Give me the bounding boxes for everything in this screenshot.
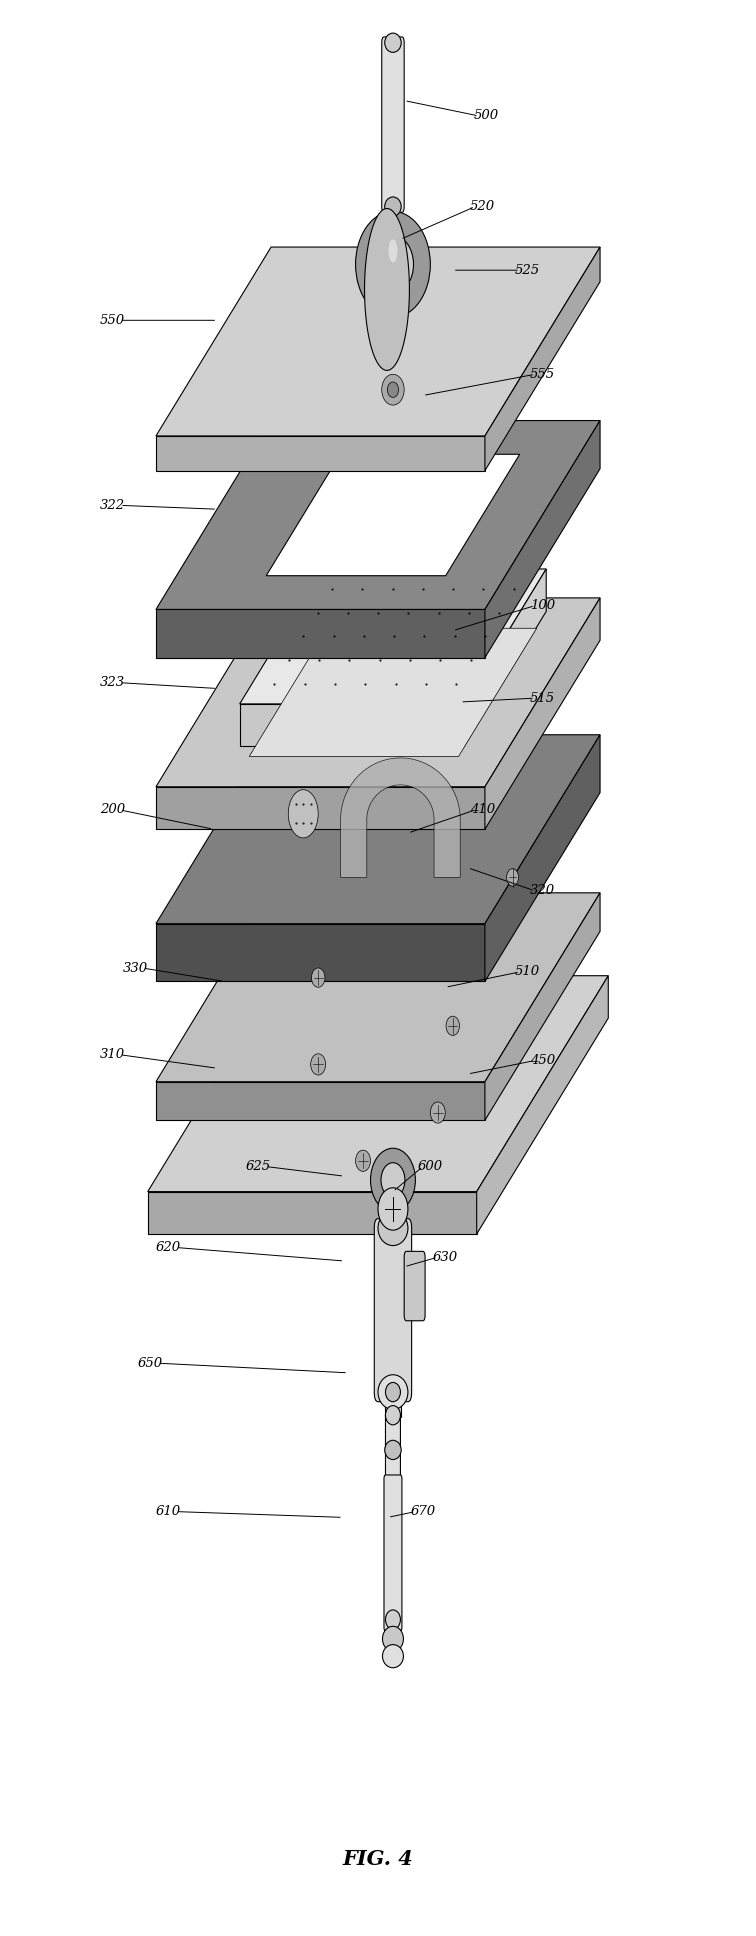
Ellipse shape xyxy=(383,1626,404,1651)
Text: 520: 520 xyxy=(470,199,495,213)
Ellipse shape xyxy=(385,197,401,217)
Ellipse shape xyxy=(386,1406,401,1425)
Polygon shape xyxy=(147,1193,477,1233)
Text: 650: 650 xyxy=(138,1357,163,1369)
Ellipse shape xyxy=(387,381,398,397)
Polygon shape xyxy=(464,569,547,745)
Text: 610: 610 xyxy=(156,1504,181,1518)
Ellipse shape xyxy=(381,1164,405,1196)
Polygon shape xyxy=(485,598,600,829)
Polygon shape xyxy=(156,1082,485,1121)
Ellipse shape xyxy=(311,968,325,987)
Polygon shape xyxy=(341,757,460,877)
Polygon shape xyxy=(156,420,600,610)
Text: 500: 500 xyxy=(474,110,499,122)
FancyBboxPatch shape xyxy=(385,1390,401,1417)
Text: 330: 330 xyxy=(122,962,147,974)
Ellipse shape xyxy=(385,1440,401,1460)
Ellipse shape xyxy=(373,236,414,294)
Text: 310: 310 xyxy=(100,1047,125,1061)
Polygon shape xyxy=(485,420,600,658)
Polygon shape xyxy=(485,736,600,982)
Text: 100: 100 xyxy=(530,598,555,612)
Polygon shape xyxy=(240,705,464,745)
Ellipse shape xyxy=(378,1189,408,1229)
Text: 450: 450 xyxy=(530,1053,555,1067)
Ellipse shape xyxy=(383,1644,404,1667)
Polygon shape xyxy=(156,598,600,786)
Ellipse shape xyxy=(378,1375,408,1409)
Ellipse shape xyxy=(386,1382,401,1402)
Text: 515: 515 xyxy=(530,691,555,705)
Text: 550: 550 xyxy=(100,314,125,327)
FancyBboxPatch shape xyxy=(374,1218,412,1402)
Ellipse shape xyxy=(370,1148,415,1212)
Polygon shape xyxy=(477,976,609,1233)
Polygon shape xyxy=(156,892,600,1082)
Text: 322: 322 xyxy=(100,499,125,511)
Polygon shape xyxy=(240,569,547,705)
Text: 620: 620 xyxy=(156,1241,181,1255)
Polygon shape xyxy=(266,455,519,575)
Ellipse shape xyxy=(389,240,398,263)
Text: FIG. 4: FIG. 4 xyxy=(342,1849,414,1868)
Polygon shape xyxy=(156,786,485,829)
Text: 670: 670 xyxy=(411,1504,435,1518)
Text: 323: 323 xyxy=(100,676,125,689)
Text: 625: 625 xyxy=(246,1160,271,1173)
Ellipse shape xyxy=(355,211,430,318)
Text: 200: 200 xyxy=(100,803,125,817)
Text: 510: 510 xyxy=(515,966,540,978)
Ellipse shape xyxy=(382,374,404,405)
Polygon shape xyxy=(147,976,609,1193)
Ellipse shape xyxy=(385,33,401,52)
FancyBboxPatch shape xyxy=(382,37,404,213)
Polygon shape xyxy=(249,629,537,757)
Polygon shape xyxy=(156,248,600,436)
Ellipse shape xyxy=(288,790,318,838)
Polygon shape xyxy=(156,923,485,982)
Ellipse shape xyxy=(387,1409,399,1421)
Polygon shape xyxy=(485,892,600,1121)
Polygon shape xyxy=(156,436,485,470)
Polygon shape xyxy=(156,736,600,923)
Polygon shape xyxy=(485,248,600,470)
Text: 600: 600 xyxy=(418,1160,443,1173)
Text: 525: 525 xyxy=(515,263,540,277)
Polygon shape xyxy=(156,610,485,658)
FancyBboxPatch shape xyxy=(384,1475,402,1632)
Ellipse shape xyxy=(378,1210,408,1245)
Text: 410: 410 xyxy=(470,803,495,817)
Ellipse shape xyxy=(311,1053,326,1074)
Ellipse shape xyxy=(507,869,519,887)
Polygon shape xyxy=(364,209,410,370)
Text: 555: 555 xyxy=(530,368,555,381)
Text: 630: 630 xyxy=(432,1251,458,1264)
Ellipse shape xyxy=(430,1102,445,1123)
FancyBboxPatch shape xyxy=(404,1251,425,1320)
Text: 320: 320 xyxy=(530,885,555,898)
Ellipse shape xyxy=(355,1150,370,1171)
Ellipse shape xyxy=(446,1016,460,1036)
FancyBboxPatch shape xyxy=(386,1411,401,1483)
Ellipse shape xyxy=(386,1611,401,1630)
Ellipse shape xyxy=(383,250,404,279)
